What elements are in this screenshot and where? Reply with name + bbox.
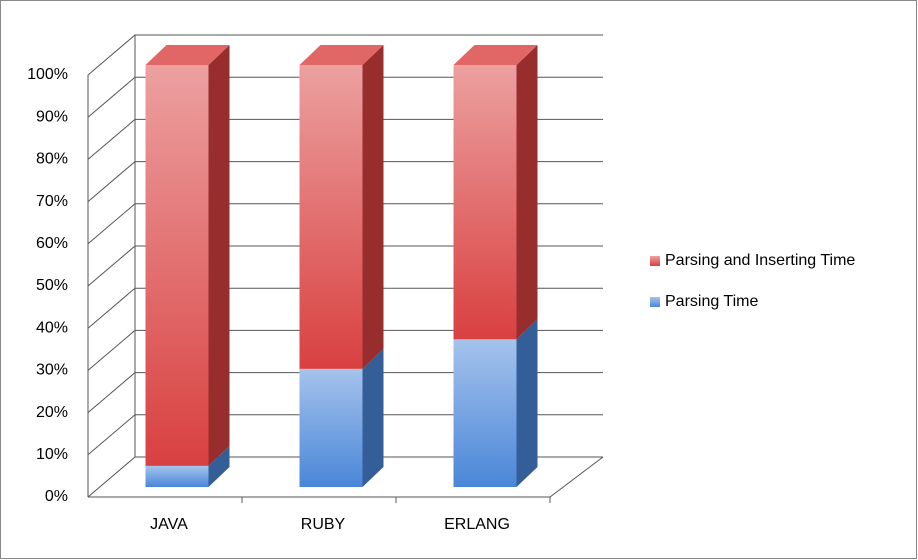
y-tick-label: 100% [27, 66, 68, 83]
y-tick-label: 70% [36, 193, 68, 210]
bar-side [362, 45, 384, 369]
y-tick-label: 60% [36, 235, 68, 252]
y-tick-label: 10% [36, 446, 68, 463]
x-tick-label: JAVA [150, 516, 188, 533]
bar [145, 445, 230, 487]
y-tick-label: 0% [45, 488, 68, 505]
bar-front [453, 339, 517, 487]
x-tick-label: RUBY [301, 516, 346, 533]
bar-front [453, 65, 517, 340]
y-tick-label: 90% [36, 108, 68, 125]
bar [299, 45, 384, 369]
bar [299, 348, 384, 487]
bar-top [145, 45, 230, 65]
y-tick-label: 50% [36, 277, 68, 294]
bar [145, 45, 230, 466]
bar-side [516, 45, 538, 340]
y-tick-label: 20% [36, 404, 68, 421]
bar-top [453, 45, 538, 65]
bar-front [145, 465, 209, 487]
bar-front [299, 65, 363, 369]
legend-label: Parsing Time [665, 293, 758, 310]
bar-top [299, 45, 384, 65]
bar-side [208, 45, 230, 466]
bar [453, 319, 538, 487]
bar-side [208, 445, 230, 487]
bar [453, 45, 538, 340]
y-tick-label: 40% [36, 319, 68, 336]
legend-swatch [650, 256, 660, 266]
bar-front [145, 65, 209, 466]
x-tick-label: ERLANG [444, 516, 510, 533]
axis-wall [87, 35, 136, 497]
legend-label: Parsing and Inserting Time [665, 252, 855, 269]
bar-front [299, 368, 363, 487]
bar-side [516, 319, 538, 487]
y-tick-label: 30% [36, 362, 68, 379]
y-tick-label: 80% [36, 151, 68, 168]
bar-side [362, 348, 384, 487]
legend-swatch [650, 297, 660, 307]
